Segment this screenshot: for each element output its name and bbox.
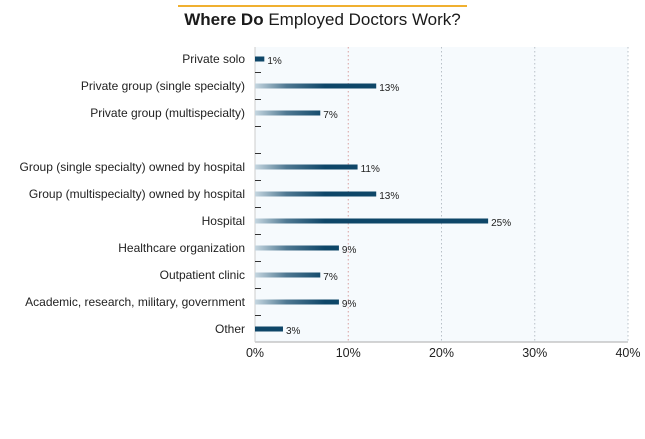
title-accent-line [178,5,467,7]
data-label: 13% [379,83,399,94]
x-tick-label: 10% [336,346,361,360]
data-label: 7% [323,272,338,283]
category-label: Private group (single specialty) [81,79,245,93]
title-bold: Where Do [184,10,264,29]
data-label: 13% [379,191,399,202]
chart-title: Where Do Employed Doctors Work? [0,10,645,30]
data-label: 1% [267,56,282,67]
category-label: Private solo [182,52,245,66]
category-label: Hospital [202,214,245,228]
bar [255,83,377,89]
bar [255,218,489,224]
bar [255,56,265,62]
x-tick-label: 20% [429,346,454,360]
bar [255,164,358,170]
category-label: Healthcare organization [118,241,245,255]
category-label: Other [215,322,245,336]
title-rest: Employed Doctors Work? [268,10,461,29]
bar [255,326,283,332]
data-label: 25% [491,218,511,229]
bar [255,191,377,197]
data-label: 7% [323,110,338,121]
data-label: 11% [361,164,380,175]
data-label: 9% [342,299,357,310]
data-label: 9% [342,245,357,256]
bar [255,299,339,305]
category-label: Academic, research, military, government [25,295,246,309]
x-tick-label: 0% [246,346,264,360]
category-label: Outpatient clinic [160,268,245,282]
bar [255,272,321,278]
category-label: Group (multispecialty) owned by hospital [29,187,245,201]
bar [255,245,339,251]
x-tick-label: 40% [615,346,640,360]
x-tick-label: 30% [522,346,547,360]
bar [255,110,321,116]
data-label: 3% [286,326,301,337]
category-label: Group (single specialty) owned by hospit… [20,160,245,174]
category-label: Private group (multispecialty) [90,106,245,120]
